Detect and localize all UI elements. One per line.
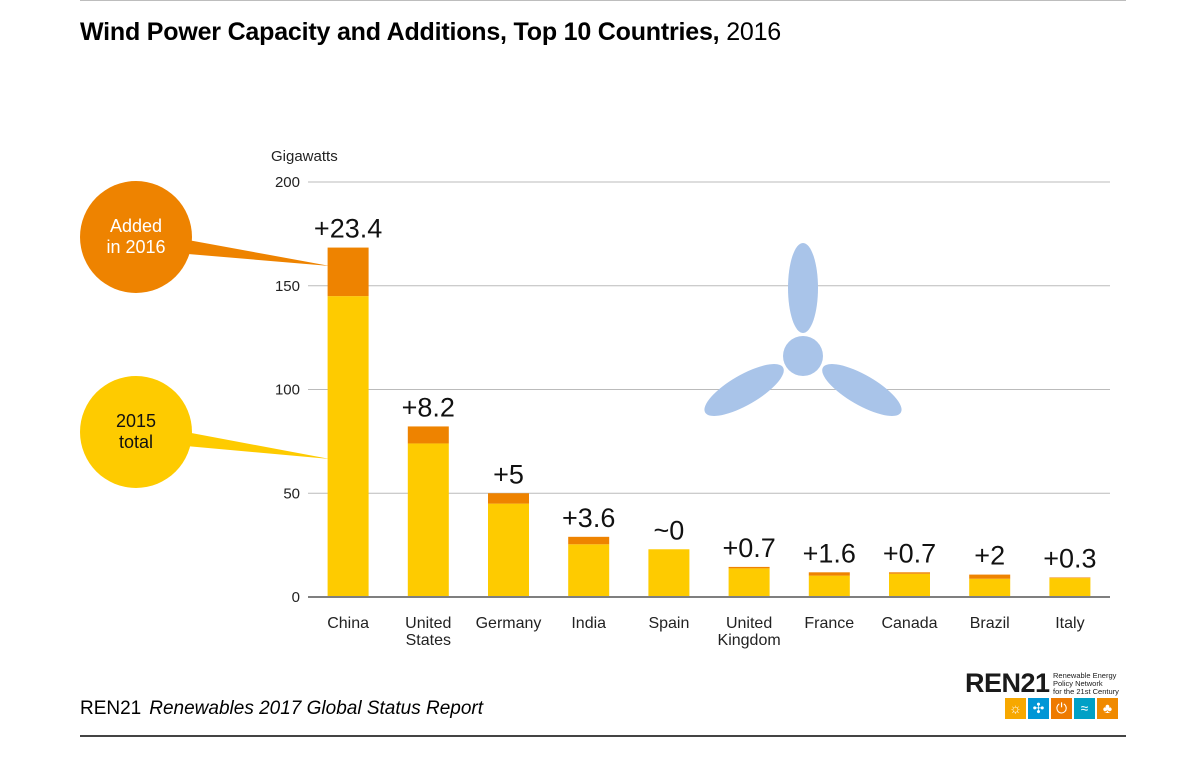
water-icon: ≈ xyxy=(1074,698,1095,719)
x-tick-label: States xyxy=(406,632,451,649)
ren21-logo: REN21 Renewable Energy Policy Network fo… xyxy=(965,668,1127,720)
logo-tagline-line: Renewable Energy xyxy=(1053,671,1117,680)
y-tick-label: 50 xyxy=(283,485,300,502)
bar-2015-total xyxy=(568,544,610,596)
sun-icon: ☼ xyxy=(1005,698,1026,719)
bar-2015-total xyxy=(488,503,529,596)
legend-base-line2: total xyxy=(118,432,153,452)
y-tick-label: 200 xyxy=(275,174,300,191)
y-tick-label: 0 xyxy=(292,589,300,606)
x-tick-label: Italy xyxy=(1055,615,1084,632)
logo-tagline: Renewable Energy Policy Network for the … xyxy=(1053,672,1119,696)
y-tick-label: 150 xyxy=(275,278,300,295)
bar-added-2016 xyxy=(969,574,1011,579)
leaf-icon: ♣ xyxy=(1097,698,1118,719)
x-tick-label: India xyxy=(571,615,606,632)
bar-2015-total xyxy=(889,573,930,596)
x-tick-label: France xyxy=(804,615,854,632)
data-label: +1.6 xyxy=(803,538,856,568)
legend-added-bubble: Added in 2016 xyxy=(80,181,192,293)
logo-icon-row: ☼ ✣ ⏻ ≈ ♣ xyxy=(1005,698,1118,719)
data-label: +5 xyxy=(493,459,524,489)
bar-added-2016 xyxy=(1049,577,1091,579)
bar-2015-total xyxy=(728,568,770,596)
data-label: +23.4 xyxy=(314,214,382,244)
turbine-blade xyxy=(788,243,818,333)
chart-title-year: 2016 xyxy=(726,18,782,46)
bar-added-2016 xyxy=(889,572,930,574)
x-tick-label: Germany xyxy=(476,615,542,632)
data-label: +3.6 xyxy=(562,503,615,533)
bar-added-2016 xyxy=(568,536,610,545)
legend-added-pointer xyxy=(188,240,330,266)
legend-base-bubble: 2015 total xyxy=(80,376,192,488)
bar-added-2016 xyxy=(327,247,369,297)
bar-2015-total xyxy=(327,296,369,596)
bar-added-2016 xyxy=(808,572,850,576)
logo-wordmark: REN21 xyxy=(965,668,1050,698)
x-tick-label: China xyxy=(327,615,369,632)
x-tick-label: Spain xyxy=(648,615,689,632)
turbine-hub xyxy=(783,336,823,376)
x-tick-label: United xyxy=(726,615,772,632)
bottom-rule xyxy=(80,735,1126,737)
x-tick-label: United xyxy=(405,615,451,632)
power-icon: ⏻ xyxy=(1051,698,1072,719)
bar-2015-total xyxy=(808,575,850,596)
x-tick-label: Brazil xyxy=(970,615,1010,632)
x-tick-label: Kingdom xyxy=(718,632,781,649)
bar-2015-total xyxy=(648,549,690,596)
bar-added-2016 xyxy=(488,493,529,504)
data-label: +0.7 xyxy=(722,533,775,563)
bar-2015-total xyxy=(1049,578,1091,596)
legend-base-pointer xyxy=(186,432,330,459)
bar-added-2016 xyxy=(407,426,449,444)
bar-2015-total xyxy=(969,578,1011,596)
turbine-blade xyxy=(704,364,784,416)
x-tick-label: Canada xyxy=(881,615,937,632)
data-label: +2 xyxy=(974,541,1005,571)
data-label: +8.2 xyxy=(402,392,455,422)
legend-added-line1: Added xyxy=(109,216,163,236)
legend-added-line2: in 2016 xyxy=(106,237,166,257)
wind-icon: ✣ xyxy=(1028,698,1049,719)
turbine-blade xyxy=(822,364,902,416)
bar-added-2016 xyxy=(728,566,770,569)
legend-base-line1: 2015 xyxy=(115,411,157,431)
bar-2015-total xyxy=(407,443,449,596)
chart-title: Wind Power Capacity and Additions, Top 1… xyxy=(80,18,781,47)
wind-turbine-icon xyxy=(704,243,902,416)
data-label: +0.3 xyxy=(1043,543,1096,573)
logo-tagline-line: Policy Network xyxy=(1053,679,1103,688)
top-rule xyxy=(80,0,1126,1)
source-org: REN21 xyxy=(80,698,142,719)
data-label: ~0 xyxy=(654,515,685,545)
y-tick-label: 100 xyxy=(275,382,300,399)
source-note: REN21 Renewables 2017 Global Status Repor… xyxy=(80,698,483,720)
logo-tagline-line: for the 21st Century xyxy=(1053,687,1119,696)
source-report: Renewables 2017 Global Status Report xyxy=(149,698,484,719)
y-axis-label: Gigawatts xyxy=(271,148,338,165)
data-label: +0.7 xyxy=(883,538,936,568)
chart-title-main: Wind Power Capacity and Additions, Top 1… xyxy=(80,18,720,46)
